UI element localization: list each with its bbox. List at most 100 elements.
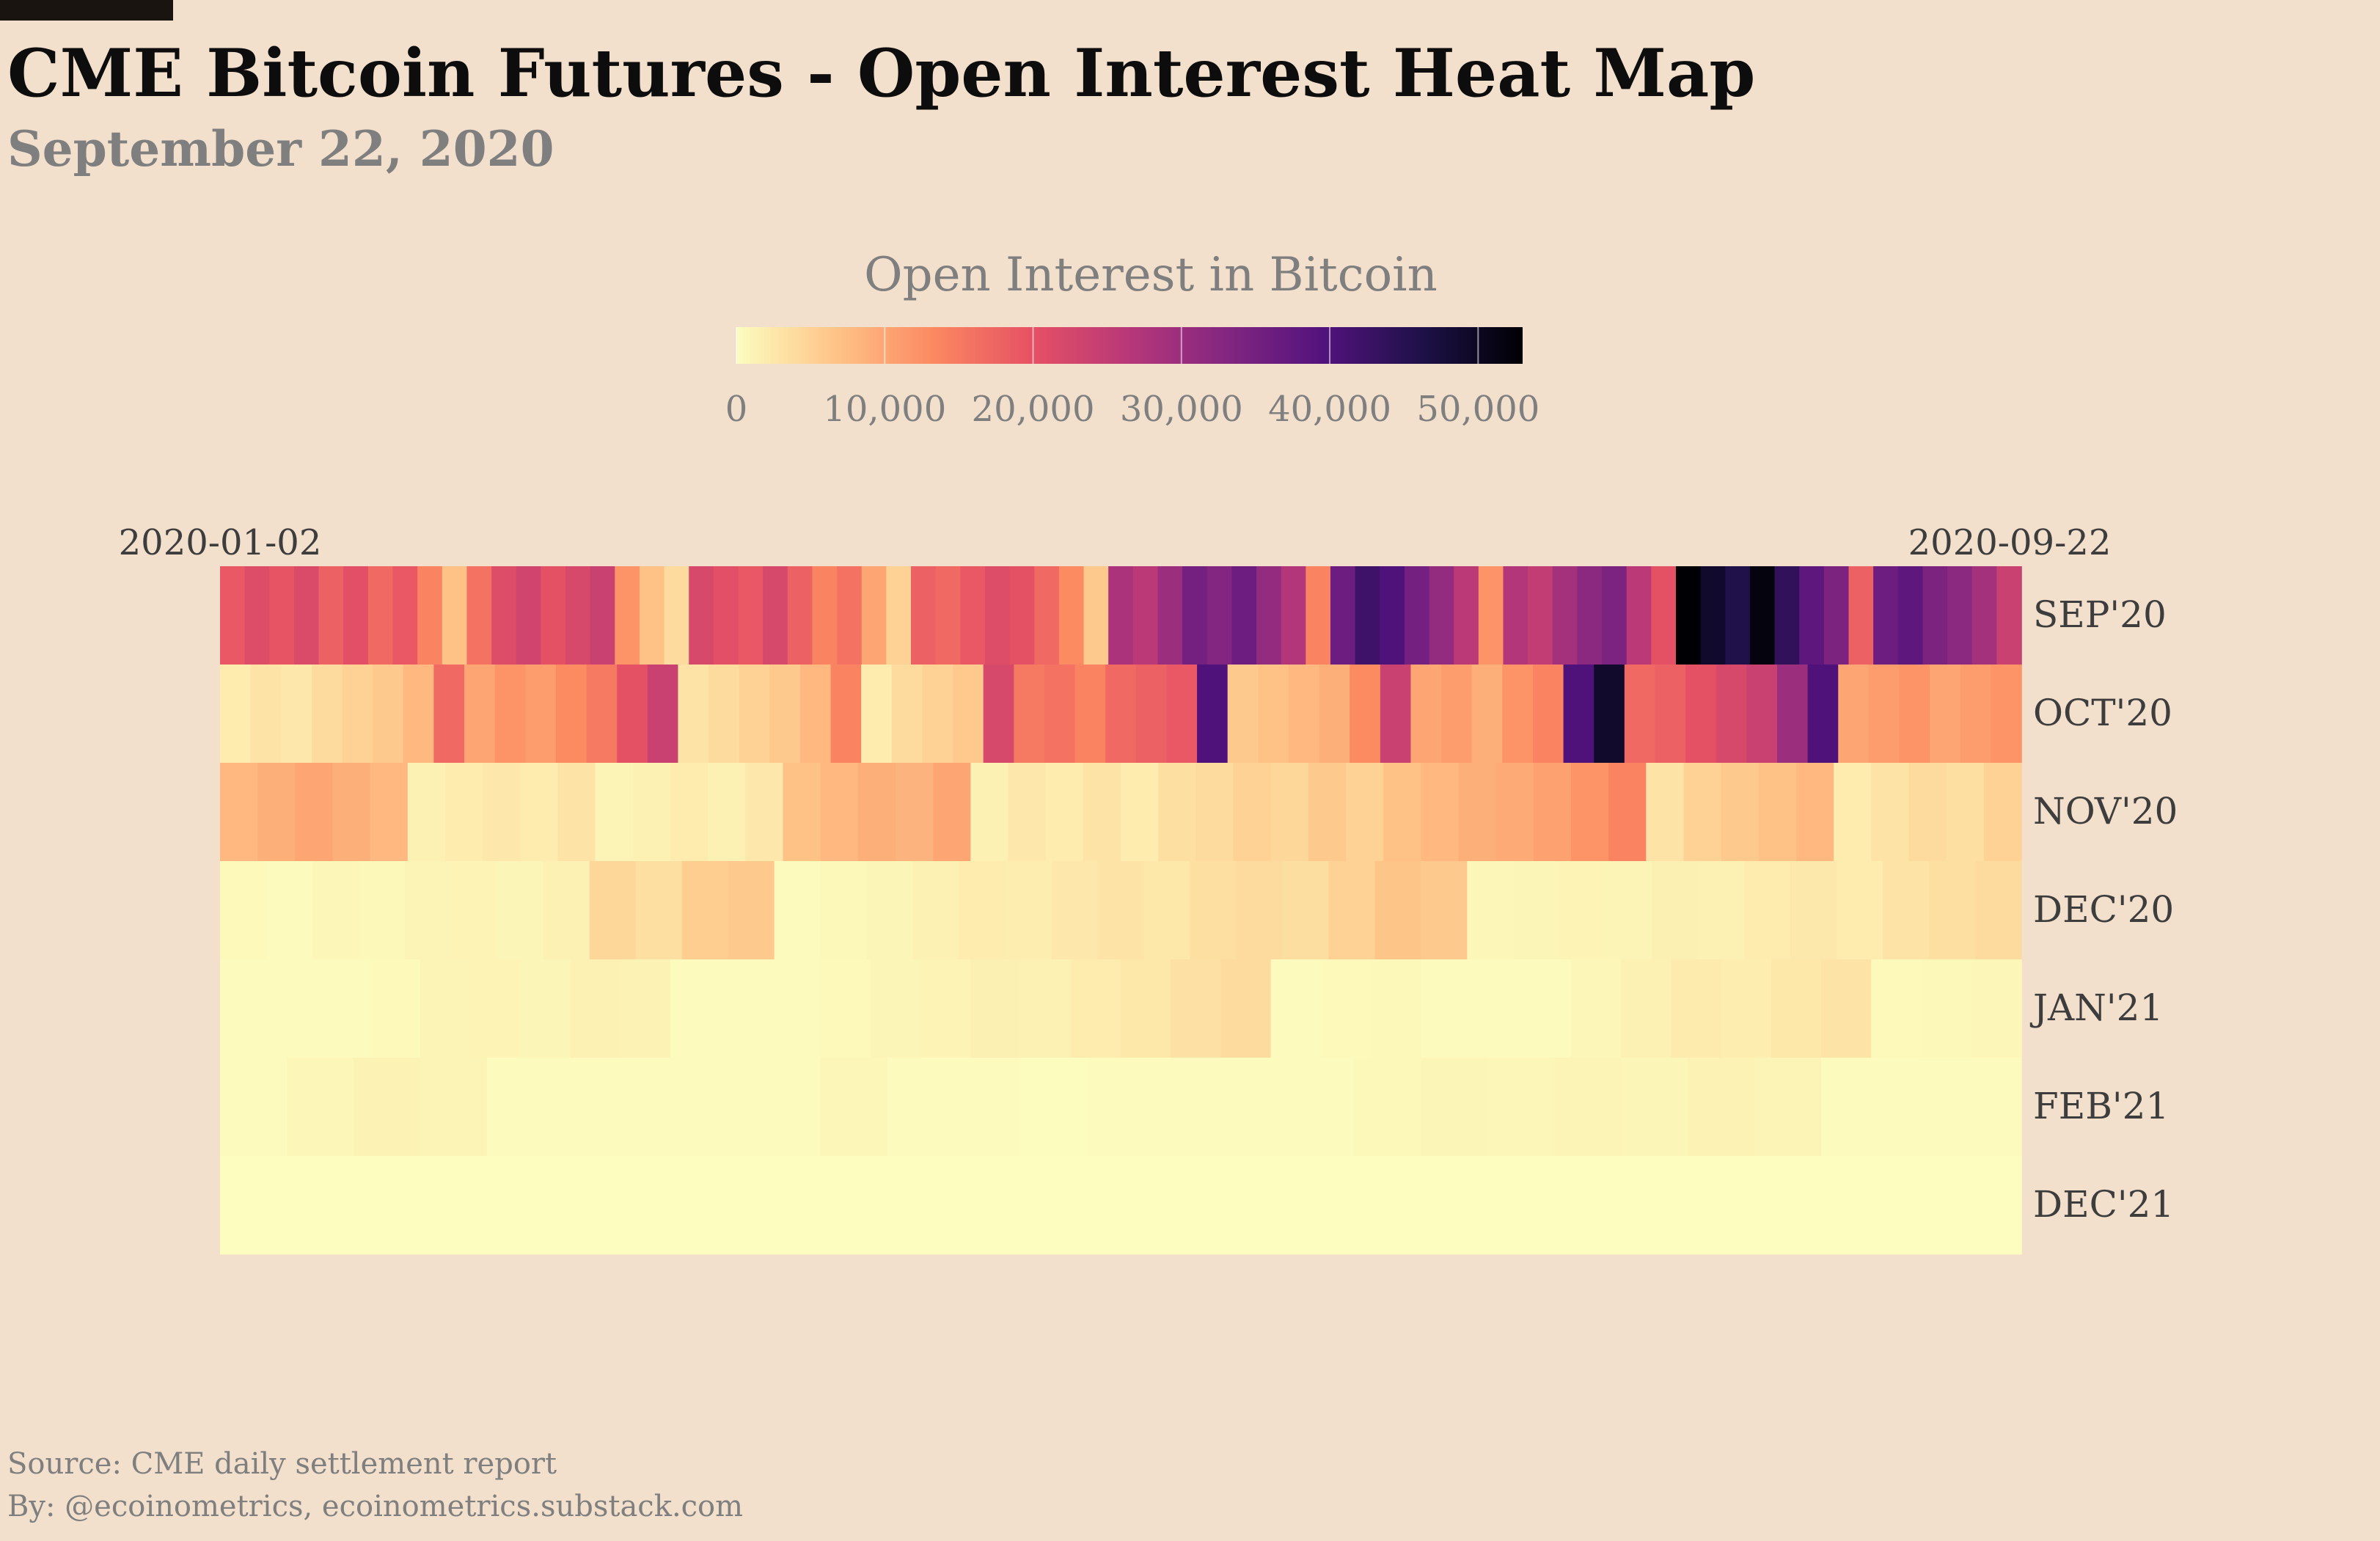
heatmap-cell [1354, 1058, 1422, 1157]
heatmap-cell [1121, 959, 1172, 1058]
heatmap-row [220, 959, 2022, 1058]
heatmap-cell [1236, 861, 1284, 960]
heatmap-cell [1799, 566, 1825, 665]
heatmap-cell [1380, 566, 1405, 665]
heatmap-cell [1897, 566, 1924, 665]
heatmap-cell [632, 763, 671, 862]
heatmap-cell [586, 665, 618, 764]
heatmap-cell [417, 566, 443, 665]
heatmap-cell [1721, 763, 1760, 862]
source-note: Source: CME daily settlement report [7, 1447, 557, 1481]
heatmap-cell [1563, 665, 1595, 764]
colorbar: 0 10,000 20,000 30,000 40,000 50,000 [726, 327, 1539, 430]
colorbar-tick-label: 20,000 [972, 389, 1095, 430]
heatmap-cell [820, 959, 871, 1058]
heatmap-cell [1871, 763, 1910, 862]
heatmap-cell [935, 566, 962, 665]
heatmap-cell [1105, 665, 1137, 764]
heatmap-cell [1471, 665, 1504, 764]
heatmap-cell [1533, 763, 1572, 862]
heatmap-cell [1410, 665, 1442, 764]
heatmap-cell [681, 861, 729, 960]
heatmap-cell [589, 861, 637, 960]
heatmap-cell [820, 1058, 888, 1157]
heatmap-cell [1281, 566, 1307, 665]
heatmap-cell [1087, 1058, 1155, 1157]
heatmap-cell [491, 566, 517, 665]
heatmap-cell [1655, 665, 1686, 764]
heatmap-cell [1834, 763, 1872, 862]
heatmap-cell [1559, 861, 1607, 960]
heatmap-cell [1955, 1058, 2022, 1157]
heatmap-cell [1154, 1058, 1222, 1157]
heatmap-cell [269, 566, 295, 665]
heatmap-cell [541, 566, 566, 665]
heatmap-cell [257, 763, 296, 862]
chart-subtitle: September 22, 2020 [7, 120, 554, 177]
heatmap-cell [1270, 959, 1322, 1058]
heatmap-cell [1683, 763, 1722, 862]
heatmap-cell [1287, 1058, 1355, 1157]
heatmap-cell [1671, 959, 1722, 1058]
heatmap-cell [590, 566, 616, 665]
heatmap-row [220, 861, 2022, 960]
heatmap-cell [922, 665, 953, 764]
heatmap-cell [1330, 566, 1356, 665]
heatmap-cell [1888, 1058, 1955, 1157]
heatmap-cell [686, 1058, 755, 1157]
heatmap-cell [1030, 1156, 1121, 1255]
heatmap-row [220, 665, 2022, 764]
colorbar-tick-label: 40,000 [1268, 389, 1391, 430]
heatmap-cell [1282, 861, 1330, 960]
heatmap-cell [763, 566, 788, 665]
heatmap-cell [220, 861, 267, 960]
heatmap-cell [1774, 566, 1800, 665]
heatmap-cell [293, 566, 320, 665]
heatmap-cell [911, 566, 937, 665]
heatmap-cell [1171, 959, 1222, 1058]
heatmap-cell [420, 1058, 488, 1157]
heatmap-cell [1771, 959, 1822, 1058]
heatmap-cell [483, 763, 521, 862]
heatmap-cell [1871, 959, 1922, 1058]
heatmap-cell [1097, 861, 1145, 960]
heatmap-cell [342, 665, 373, 764]
heatmap-cell [1931, 1156, 2022, 1255]
heatmap-cell [220, 763, 258, 862]
heatmap-cell [1421, 1058, 1489, 1157]
heatmap-cell [1441, 665, 1473, 764]
heatmap-cell [861, 665, 893, 764]
heatmap-cell [367, 566, 394, 665]
heatmap-cell [1220, 959, 1272, 1058]
heatmap-cell [1685, 665, 1717, 764]
heatmap-cell [1621, 959, 1672, 1058]
heatmap-cell [940, 1156, 1031, 1255]
heatmap-cell [1899, 665, 1930, 764]
heatmap-cell [1675, 566, 1702, 665]
heatmap-cell [1471, 959, 1522, 1058]
heatmap-cell [739, 665, 771, 764]
heatmap-cell [1454, 566, 1479, 665]
colorbar-tick-label: 10,000 [823, 389, 946, 430]
heatmap-cell [1014, 665, 1045, 764]
heatmap-cell [1020, 959, 1072, 1058]
heatmap-cell [1166, 665, 1198, 764]
heatmap-cell [311, 665, 343, 764]
heatmap-cell [783, 763, 821, 862]
heatmap-cell [1158, 763, 1197, 862]
heatmap-cell [220, 566, 246, 665]
heatmap-row [220, 1156, 2022, 1255]
heatmap-cell [353, 1058, 421, 1157]
heatmap-cell [1660, 1156, 1752, 1255]
heatmap-cell [464, 665, 496, 764]
heatmap-cell [1220, 1058, 1289, 1157]
row-label: JAN'21 [2029, 987, 2163, 1029]
heatmap-cell [1807, 665, 1839, 764]
heatmap-cell [286, 1058, 354, 1157]
heatmap-cell [1754, 1058, 1822, 1157]
heatmap-cell [830, 665, 862, 764]
heatmap-cell [1421, 763, 1460, 862]
heatmap-cell [580, 1156, 671, 1255]
heatmap-cell [670, 763, 708, 862]
heatmap-cell [400, 1156, 491, 1255]
